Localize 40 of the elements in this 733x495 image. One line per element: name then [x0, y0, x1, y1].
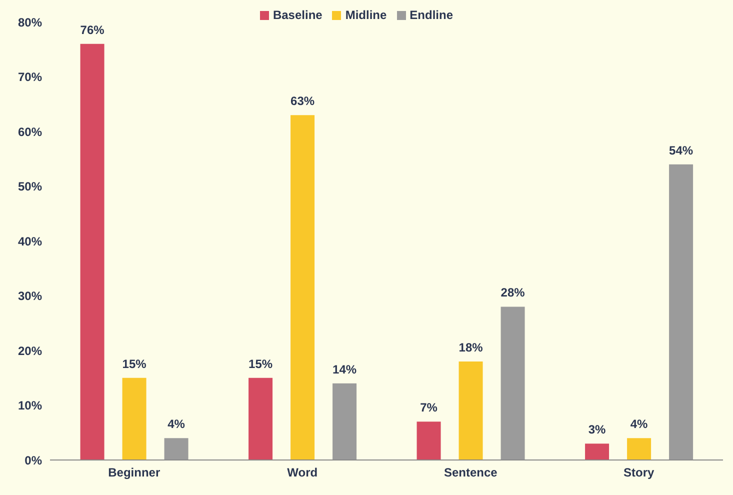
data-label: 18% — [458, 340, 484, 354]
data-label: 15% — [122, 356, 147, 371]
y-tick-label: 10% — [18, 398, 42, 413]
data-label: 14% — [332, 362, 357, 376]
data-label: 15% — [248, 356, 273, 371]
data-label: 3% — [588, 422, 606, 437]
y-tick-label: 50% — [18, 180, 42, 194]
legend-label: Midline — [345, 8, 387, 22]
x-tick-label: Story — [624, 466, 655, 480]
y-tick-label: 80% — [18, 15, 42, 30]
data-label: 4% — [630, 417, 648, 432]
data-label: 63% — [290, 94, 315, 108]
bar — [122, 378, 146, 460]
data-label: 54% — [669, 143, 694, 158]
legend-label: Baseline — [272, 8, 322, 22]
data-label: 4% — [168, 417, 186, 432]
bar — [164, 438, 188, 460]
data-label: 28% — [500, 286, 526, 300]
bar — [500, 306, 525, 460]
y-tick-label: 30% — [18, 289, 42, 304]
y-tick-label: 0% — [24, 453, 42, 468]
bar — [458, 361, 483, 460]
legend-label: Endline — [410, 8, 454, 22]
bar — [585, 444, 610, 460]
bar — [248, 378, 273, 460]
x-tick-label: Word — [287, 466, 318, 480]
bar — [332, 383, 357, 460]
bar — [80, 44, 104, 460]
y-tick-label: 20% — [18, 344, 42, 358]
bar — [416, 422, 441, 460]
x-tick-label: Sentence — [444, 466, 498, 480]
bar — [669, 164, 694, 460]
y-tick-label: 70% — [18, 70, 42, 84]
y-tick-label: 40% — [18, 234, 42, 248]
bar — [627, 438, 652, 460]
bar — [290, 115, 315, 460]
y-tick-label: 60% — [18, 124, 42, 139]
data-label: 7% — [420, 400, 438, 415]
x-tick-label: Beginner — [108, 466, 160, 480]
data-label: 76% — [80, 22, 105, 37]
